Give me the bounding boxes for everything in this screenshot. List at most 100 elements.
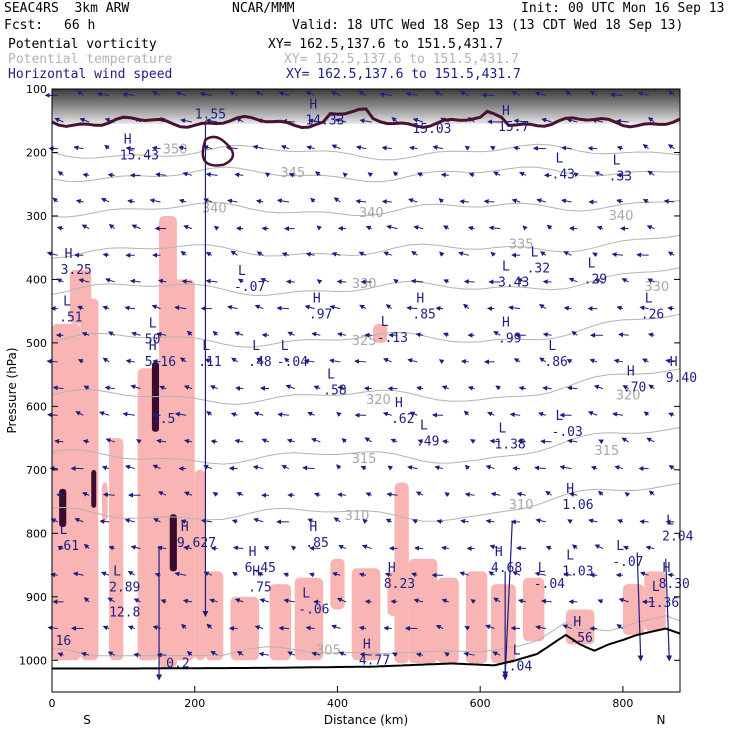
x-axis-label: Distance (km) <box>324 713 408 727</box>
wind-vector <box>415 332 424 338</box>
wind-vector <box>386 224 398 230</box>
wind-vector <box>125 145 135 151</box>
extremum-value: 1.55 <box>195 107 226 122</box>
wind-vector <box>468 172 475 178</box>
extremum-kind: L <box>531 246 539 261</box>
wind-vector <box>624 491 631 498</box>
extremum-kind: L <box>556 409 564 424</box>
wind-vector <box>263 545 270 551</box>
extremum-kind: H <box>416 291 424 306</box>
wind-vector <box>567 519 573 524</box>
y-tick-label: 900 <box>26 591 47 604</box>
wind-vector <box>331 144 341 150</box>
wind-vector <box>359 304 367 310</box>
theta-label: 330 <box>644 280 669 295</box>
extremum-kind: L <box>202 339 210 354</box>
extremum-value: 2.04 <box>662 529 693 544</box>
extremum-value: 5.16 <box>145 355 176 370</box>
wind-vector <box>406 305 418 311</box>
pv-shading-blob <box>137 368 160 661</box>
wind-vector <box>205 252 213 257</box>
extremum-value: .62 <box>391 412 414 427</box>
wind-vector <box>358 251 367 257</box>
wind-vector <box>534 571 546 577</box>
wind-vector <box>151 145 161 151</box>
legend-theta-xy: XY= 162.5,137.6 to 151.5,431.7 <box>284 52 519 67</box>
wind-vector <box>610 92 623 98</box>
legend-pv-xy: XY= 162.5,137.6 to 151.5,431.7 <box>268 37 503 52</box>
x-tick-label: 800 <box>612 697 633 710</box>
wind-vector <box>336 411 342 417</box>
wind-vector <box>234 438 244 444</box>
wind-vector <box>391 117 398 123</box>
wind-vector <box>539 304 547 310</box>
wind-vector <box>174 305 187 311</box>
extremum-value: .97 <box>309 307 332 322</box>
extremum-kind: H <box>395 396 403 411</box>
wind-vector <box>382 411 392 417</box>
extremum-kind: L <box>60 523 68 538</box>
wind-vector <box>313 492 321 498</box>
wind-vector <box>186 330 193 336</box>
wind-vector <box>57 545 64 551</box>
extremum-value: 6.45 <box>245 561 276 576</box>
wind-vector <box>175 91 187 97</box>
wind-vector <box>291 545 297 551</box>
extremum-value: .85 <box>305 536 328 551</box>
model-name: SEAC4RS 3km ARW <box>4 1 130 16</box>
extremum-value: 15.03 <box>412 122 451 137</box>
wind-vector <box>75 411 84 416</box>
wind-vector <box>538 411 546 417</box>
wind-vector <box>336 279 347 285</box>
wind-vector <box>52 197 59 203</box>
theta-label: 320 <box>616 389 641 404</box>
wind-vector <box>493 330 501 336</box>
x-tick-label: 600 <box>470 697 491 710</box>
wind-vector <box>413 598 424 604</box>
wind-vector <box>130 384 141 390</box>
wind-vector <box>412 519 418 524</box>
wind-vector <box>364 437 372 443</box>
wind-vector <box>253 411 264 417</box>
extremum-kind: L <box>538 561 546 576</box>
extremum-kind: H <box>149 339 157 354</box>
extremum-value: .86 <box>544 355 567 370</box>
wind-vector <box>509 412 521 418</box>
extremum-value: 4.77 <box>359 653 390 668</box>
pv-shading-blob <box>294 577 324 661</box>
wind-vector <box>310 197 316 203</box>
wind-vector <box>358 572 367 578</box>
wind-vector <box>101 465 110 471</box>
wind-vector <box>77 90 84 96</box>
wind-vector <box>470 599 476 604</box>
extremum-value: 8.23 <box>384 577 415 592</box>
wind-vector <box>131 331 141 337</box>
wind-vector <box>618 332 629 338</box>
extremum-value: .04 <box>509 660 533 675</box>
wind-vector <box>307 518 315 524</box>
extremum-value: 3.43 <box>498 276 529 291</box>
wind-vector <box>361 544 372 550</box>
wind-vector <box>181 623 187 630</box>
wind-vector <box>513 145 521 151</box>
wind-vector <box>542 332 552 338</box>
wind-vector <box>438 359 445 365</box>
wind-vector <box>642 199 649 204</box>
wind-vector <box>252 144 264 150</box>
wind-vector <box>81 331 90 337</box>
wind-vector <box>642 358 649 364</box>
wind-vector <box>355 198 367 204</box>
wind-vector <box>407 465 418 471</box>
wind-vector <box>105 277 115 283</box>
wind-vector <box>149 198 161 204</box>
wind-vector <box>645 545 655 551</box>
wind-vector <box>179 357 187 363</box>
wind-vector <box>470 439 476 444</box>
wind-vector <box>490 251 496 257</box>
wind-vector <box>391 652 398 657</box>
wind-vector <box>315 171 321 177</box>
wind-vector <box>257 572 264 577</box>
wind-vector <box>513 358 521 363</box>
wind-vector <box>354 358 367 364</box>
wind-vector <box>541 117 552 123</box>
